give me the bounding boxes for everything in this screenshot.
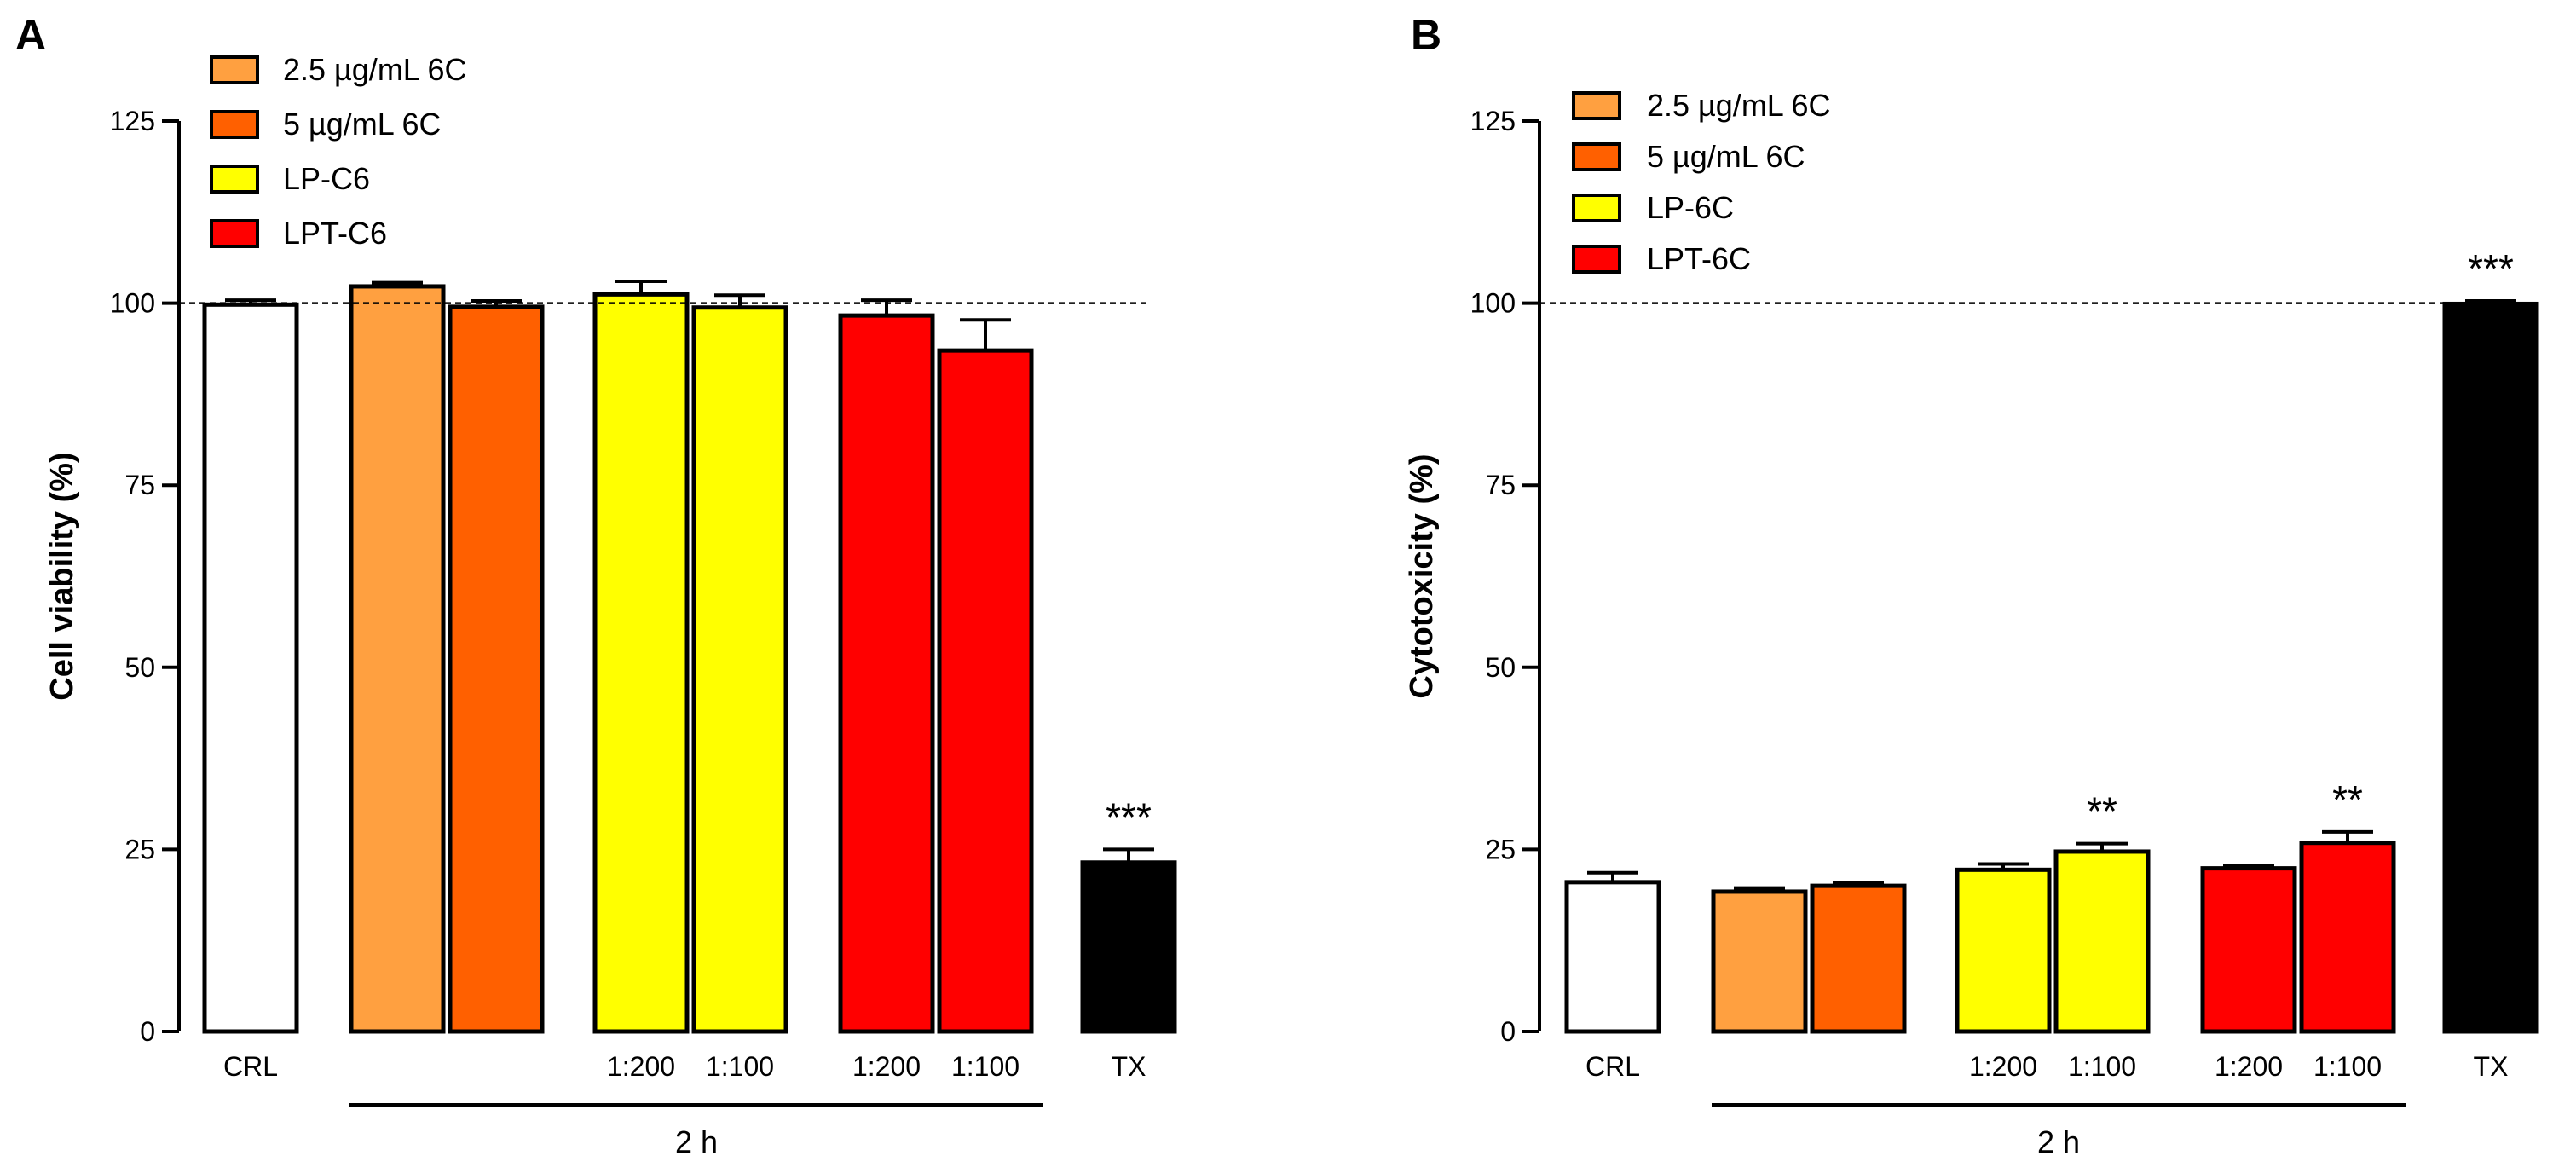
bar <box>592 292 690 1034</box>
bar <box>838 313 935 1034</box>
legend-swatch <box>210 110 259 139</box>
bar <box>2053 849 2151 1034</box>
bar <box>1080 860 1177 1034</box>
bar <box>349 284 446 1034</box>
legend-swatch <box>1572 91 1621 120</box>
bar <box>2299 841 2396 1034</box>
legend-label: 2.5 µg/mL 6C <box>1647 88 1831 123</box>
legend-label: 2.5 µg/mL 6C <box>283 52 467 87</box>
significance-marker: *** <box>2468 246 2514 291</box>
x-category-label: 1:200 <box>607 1051 675 1082</box>
legend-label: 5 µg/mL 6C <box>283 107 441 142</box>
bar <box>1810 883 1907 1034</box>
x-category-label: CRL <box>1585 1051 1640 1082</box>
group-label: 2 h <box>675 1124 718 1159</box>
bar <box>2200 866 2297 1034</box>
bar <box>1564 880 1661 1034</box>
legend-swatch <box>210 219 259 248</box>
bar <box>1955 867 2052 1034</box>
y-tick-label: 125 <box>110 106 155 136</box>
y-tick-label: 125 <box>1470 106 1516 136</box>
chart-panel-a: A 0 25 50 75 100 125 Cell viability (%) CRL 1:200… <box>15 11 1177 1159</box>
legend-label: LP-C6 <box>283 161 370 196</box>
x-category-label: 1:100 <box>706 1051 774 1082</box>
y-axis-title: Cytotoxicity (%) <box>1404 454 1440 698</box>
bar <box>691 305 788 1034</box>
legend-swatch <box>210 55 259 84</box>
panel-letter: B <box>1411 11 1441 59</box>
x-category-label: 1:100 <box>951 1051 1019 1082</box>
panel-letter: A <box>15 11 46 59</box>
legend-swatch <box>210 165 259 194</box>
legend-swatch <box>1572 194 1621 222</box>
y-axis-title: Cell viability (%) <box>44 452 80 700</box>
significance-marker: ** <box>2332 777 2363 822</box>
x-category-label: TX <box>2474 1051 2509 1082</box>
chart-panel-b: B 0 25 50 75 100 125 Cytotoxicity (%) CRL 1:200 1:… <box>1404 11 2539 1159</box>
legend-label: 5 µg/mL 6C <box>1647 139 1805 174</box>
x-category-label: 1:100 <box>2068 1051 2136 1082</box>
legend-label: LPT-6C <box>1647 241 1751 276</box>
y-tick-label: 0 <box>1500 1016 1516 1047</box>
bar <box>2442 301 2539 1034</box>
legend-label: LPT-C6 <box>283 216 387 251</box>
significance-marker: *** <box>1106 795 1152 839</box>
bar <box>448 304 545 1034</box>
y-tick-label: 50 <box>1485 652 1516 683</box>
bar <box>1711 889 1808 1034</box>
y-tick-label: 100 <box>110 288 155 319</box>
x-category-label: TX <box>1112 1051 1146 1082</box>
y-tick-label: 25 <box>1485 834 1516 864</box>
x-category-label: 1:200 <box>2215 1051 2283 1082</box>
y-tick-label: 75 <box>124 470 155 500</box>
x-category-label: 1:100 <box>2313 1051 2382 1082</box>
y-tick-label: 0 <box>140 1016 155 1047</box>
legend-swatch <box>1572 142 1621 171</box>
x-category-label: CRL <box>223 1051 278 1082</box>
bar <box>937 348 1034 1034</box>
x-category-label: 1:200 <box>1969 1051 2037 1082</box>
x-category-label: 1:200 <box>852 1051 921 1082</box>
significance-marker: ** <box>2087 789 2117 834</box>
legend-label: LP-6C <box>1647 190 1734 225</box>
y-tick-label: 25 <box>124 834 155 864</box>
legend-swatch <box>1572 245 1621 274</box>
y-tick-label: 100 <box>1470 288 1516 319</box>
y-tick-label: 75 <box>1485 470 1516 500</box>
bar <box>202 302 299 1034</box>
group-label: 2 h <box>2037 1124 2080 1159</box>
y-tick-label: 50 <box>124 652 155 683</box>
